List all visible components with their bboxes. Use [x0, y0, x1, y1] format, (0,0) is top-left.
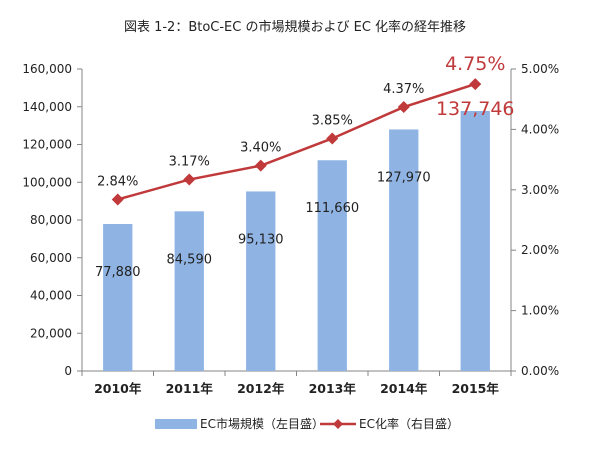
left-tick-label: 140,000: [22, 100, 72, 114]
left-tick-label: 160,000: [22, 62, 72, 76]
x-tick-label: 2010年: [94, 381, 142, 396]
rate-point: [111, 193, 124, 206]
rate-point: [397, 101, 410, 114]
bar: [389, 129, 419, 371]
bar: [246, 191, 276, 371]
legend-line-marker: [333, 419, 343, 429]
right-tick-label: 5.00%: [521, 62, 559, 76]
rate-point: [183, 173, 196, 186]
x-tick-label: 2013年: [309, 381, 357, 396]
left-tick-label: 40,000: [30, 289, 72, 303]
left-tick-label: 120,000: [22, 138, 72, 152]
right-tick-label: 0.00%: [521, 364, 559, 378]
legend-bar-label: EC市場規模（左目盛）: [200, 416, 324, 431]
rate-value-label: 3.40%: [240, 141, 281, 156]
rate-value-label: 4.37%: [383, 82, 424, 97]
left-tick-label: 80,000: [30, 213, 72, 227]
rate-value-label: 2.84%: [97, 174, 138, 189]
legend-bar-swatch: [155, 419, 197, 429]
right-tick-label: 4.00%: [521, 122, 559, 136]
bar: [103, 224, 133, 371]
legend-line-label: EC化率（右目盛）: [359, 416, 459, 431]
left-tick-label: 20,000: [30, 326, 72, 340]
right-tick-label: 3.00%: [521, 183, 559, 197]
legend: EC市場規模（左目盛） EC化率（右目盛）: [155, 416, 459, 431]
rate-value-label: 4.75%: [445, 53, 505, 75]
rate-value-label: 3.17%: [169, 155, 210, 170]
left-tick-label: 60,000: [30, 251, 72, 265]
x-tick-label: 2015年: [452, 381, 500, 396]
x-tick-label: 2011年: [166, 381, 214, 396]
right-tick-label: 2.00%: [521, 243, 559, 257]
rate-point: [326, 132, 339, 145]
left-tick-label: 100,000: [22, 175, 72, 189]
x-tick-label: 2012年: [237, 381, 285, 396]
bar-value-label: 111,660: [305, 201, 359, 216]
bar: [317, 160, 347, 371]
bar-value-label: 137,746: [436, 98, 515, 120]
chart-title: 図表 1-2：BtoC-EC の市場規模および EC 化率の経年推移: [124, 19, 466, 35]
bar-value-label: 77,880: [95, 265, 141, 280]
bar-value-label: 127,970: [377, 170, 431, 185]
rate-value-label: 3.85%: [312, 113, 353, 128]
bar-value-label: 84,590: [167, 252, 213, 267]
right-tick-label: 1.00%: [521, 304, 559, 318]
bar: [460, 111, 490, 371]
bar: [174, 211, 204, 371]
bar-value-label: 95,130: [238, 232, 284, 247]
plot-area: 0 20,000 40,000 60,000 80,000 100,000 120,000 1…: [22, 53, 559, 396]
rate-line: [117, 82, 476, 201]
left-tick-label: 0: [64, 364, 72, 378]
rate-point: [254, 159, 267, 172]
rate-point: [469, 78, 482, 91]
x-tick-label: 2014年: [380, 381, 428, 396]
